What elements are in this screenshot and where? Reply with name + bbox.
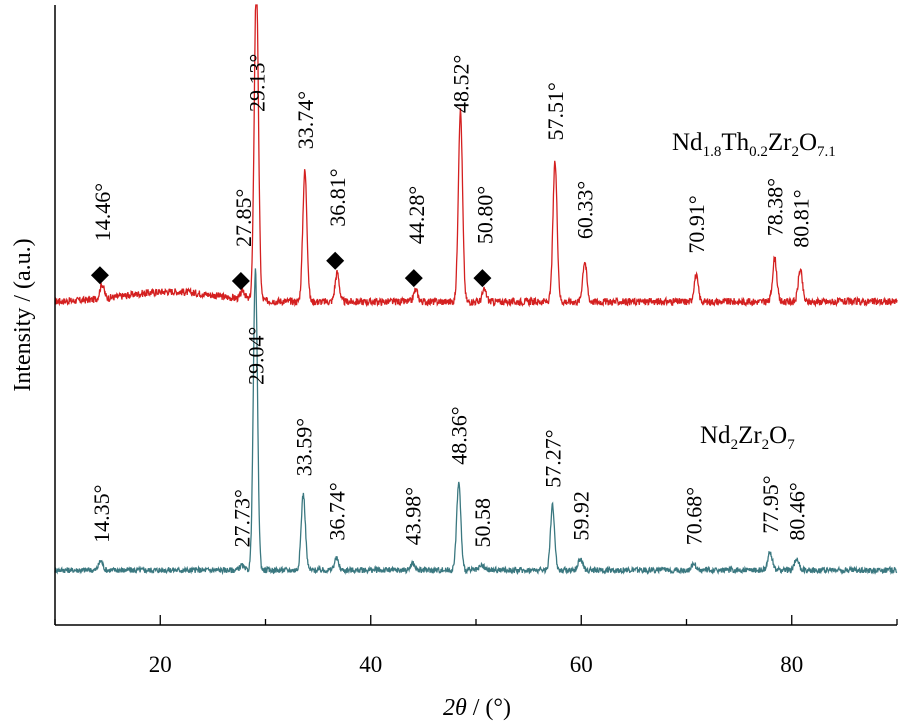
peak-label: 27.73° [230,489,255,547]
peak-label: 50.80° [472,186,497,244]
peak-label: 80.46° [785,482,810,540]
peak-label: 70.68° [682,487,707,545]
series-name-1: Nd1.8Th0.2Zr2O7.1 [672,129,836,160]
peak-label: 33.59° [291,418,316,476]
peak-label: 60.33° [573,181,598,239]
series-name-2: Nd2Zr2O7 [700,422,795,453]
peak-label: 78.38° [763,178,788,236]
peak-label: 77.95° [758,475,783,533]
peak-marker [90,266,109,285]
peak-label: 36.74° [324,482,349,540]
peak-label: 80.81° [788,189,813,247]
peak-marker [231,272,250,290]
peak-marker [404,269,423,288]
peak-label: 33.74° [293,91,318,149]
y-axis-title: Intensity / (a.u.) [10,238,36,391]
peak-label: 43.98° [401,487,426,545]
x-tick-label: 60 [570,652,593,677]
labels-layer: Nd1.8Th0.2Zr2O7.1 14.46° 27.85° 29.13° 33.74… [89,54,836,548]
x-axis-title: 2θ / (°) [443,695,511,721]
peak-label: 36.81° [325,168,350,226]
peak-label: 27.85° [231,189,256,247]
peak-label: 44.28° [404,186,429,244]
ticks-layer: 20 40 60 80 [54,615,898,677]
series-line-2 [54,268,898,576]
x-tick-label: 40 [359,652,382,677]
peak-label: 14.46° [90,183,115,241]
peak-label: 48.36° [447,406,472,464]
peak-label: 57.51° [543,82,568,140]
peak-marker [473,269,492,288]
peak-label: 50.58 [470,498,495,548]
peak-label: 29.04° [243,327,268,385]
traces-layer [54,4,898,576]
x-tick-label: 80 [780,652,803,677]
peak-label: 48.52° [448,55,473,113]
peak-label: 70.91° [684,195,709,253]
x-tick-label: 20 [149,652,172,677]
peak-label: 29.13° [244,54,269,112]
peak-marker [326,251,345,270]
peak-label: 57.27° [541,429,566,487]
series-line-1 [54,4,898,308]
peak-label: 14.35° [89,485,114,543]
peak-label: 59.92 [568,491,593,541]
